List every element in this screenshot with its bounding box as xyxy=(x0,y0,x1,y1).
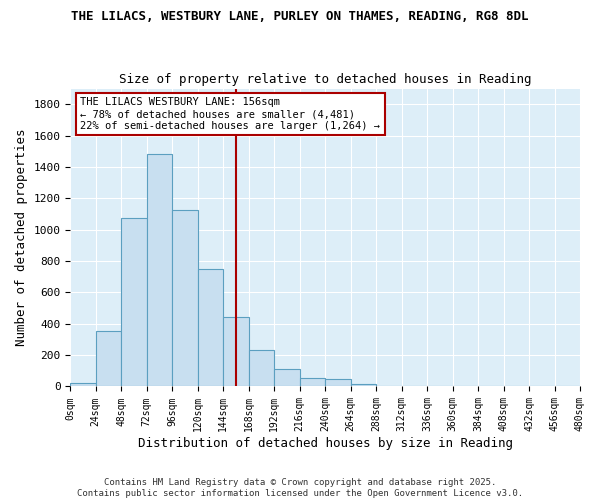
Bar xyxy=(299,378,325,386)
Text: THE LILACS WESTBURY LANE: 156sqm
← 78% of detached houses are smaller (4,481)
22: THE LILACS WESTBURY LANE: 156sqm ← 78% o… xyxy=(80,98,380,130)
Text: THE LILACS, WESTBURY LANE, PURLEY ON THAMES, READING, RG8 8DL: THE LILACS, WESTBURY LANE, PURLEY ON THA… xyxy=(71,10,529,23)
Title: Size of property relative to detached houses in Reading: Size of property relative to detached ho… xyxy=(119,73,532,86)
Bar xyxy=(121,218,147,386)
Bar xyxy=(248,350,274,386)
Bar xyxy=(96,331,121,386)
Bar xyxy=(350,384,376,386)
X-axis label: Distribution of detached houses by size in Reading: Distribution of detached houses by size … xyxy=(137,437,512,450)
Bar xyxy=(147,154,172,386)
Y-axis label: Number of detached properties: Number of detached properties xyxy=(15,129,28,346)
Bar xyxy=(274,369,299,386)
Text: Contains HM Land Registry data © Crown copyright and database right 2025.
Contai: Contains HM Land Registry data © Crown c… xyxy=(77,478,523,498)
Bar xyxy=(325,380,350,386)
Bar xyxy=(223,318,248,386)
Bar xyxy=(172,210,198,386)
Bar xyxy=(198,269,223,386)
Bar xyxy=(70,384,96,386)
